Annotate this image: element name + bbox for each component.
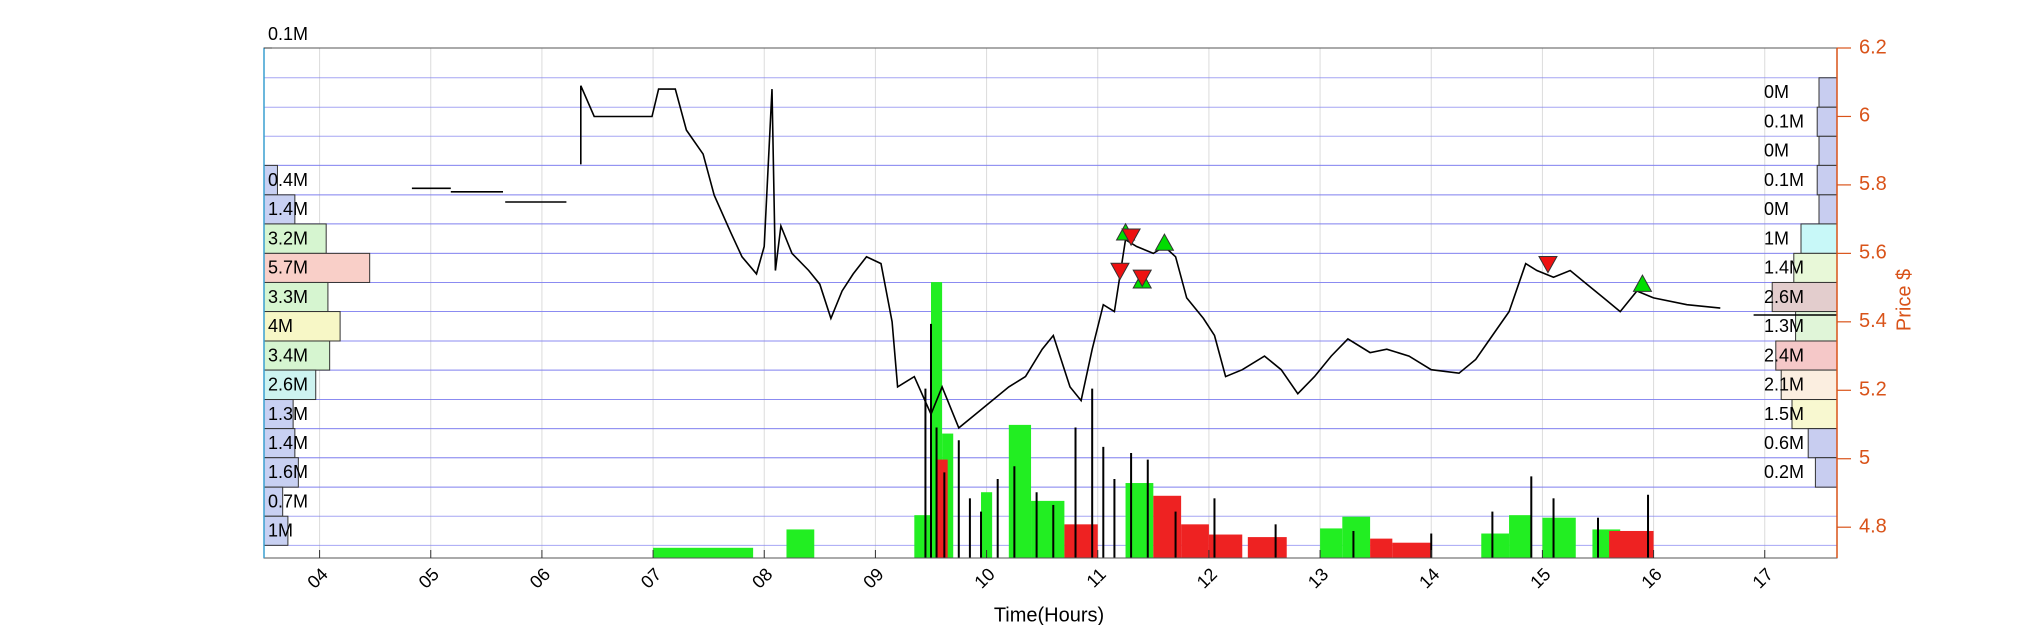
right-profile-bar — [1818, 77, 1838, 108]
sell-marker — [1132, 269, 1153, 288]
x-tick-label: 06 — [526, 564, 554, 592]
buy-marker — [1154, 233, 1175, 251]
left-profile-label: 3.3M — [268, 287, 308, 307]
right-profile-label: 2.1M — [1764, 375, 1804, 395]
x-tick-label: 04 — [303, 564, 331, 592]
left-profile-bar — [263, 457, 299, 488]
volume-bar — [930, 282, 943, 558]
left-profile-label: 0.4M — [268, 170, 308, 190]
left-profile-label: 1.6M — [268, 462, 308, 482]
buy-marker — [1632, 274, 1653, 292]
left-profile-label: 2.6M — [268, 375, 308, 395]
y-tick-label: 5.4 — [1859, 310, 1887, 332]
volume-bar — [1208, 534, 1243, 558]
right-profile-bar — [1807, 428, 1838, 459]
left-profile-label: 0.7M — [268, 491, 308, 511]
volume-bar — [981, 492, 993, 558]
volume-bar — [1320, 528, 1343, 558]
right-profile-label: 0.1M — [1764, 112, 1804, 132]
left-profile-bar — [263, 340, 331, 371]
right-profile-bar — [1818, 194, 1838, 225]
x-tick-label: 13 — [1304, 564, 1332, 592]
volume-bar — [1392, 542, 1432, 558]
right-profile-label: 0M — [1764, 141, 1789, 161]
x-tick-label: 16 — [1637, 564, 1665, 592]
left-profile-label: 1M — [268, 521, 293, 541]
y-tick-label: 6.2 — [1859, 36, 1887, 58]
y-tick-label: 5 — [1859, 447, 1870, 469]
y-tick-label: 6 — [1859, 105, 1870, 127]
volume-bar — [1609, 530, 1654, 558]
x-axis-label: Time(Hours) — [994, 604, 1104, 625]
volume-bar — [653, 547, 754, 558]
x-tick-label: 12 — [1193, 564, 1221, 592]
right-profile-bar — [1816, 106, 1838, 137]
left-profile-bar — [263, 399, 294, 430]
x-tick-label: 05 — [415, 564, 443, 592]
y-tick-label: 5.2 — [1859, 379, 1887, 401]
right-profile-label: 2.4M — [1764, 345, 1804, 365]
left-profile-label: 1.3M — [268, 404, 308, 424]
right-profile-label: 1.3M — [1764, 316, 1804, 336]
right-profile-bar — [1818, 135, 1838, 166]
plot-area — [264, 48, 1837, 558]
x-tick-label: 11 — [1083, 564, 1110, 591]
left-profile-label: 4M — [268, 316, 293, 336]
left-profile-label: 1.4M — [268, 433, 308, 453]
x-tick-label: 08 — [748, 564, 776, 592]
right-profile-label: 0.2M — [1764, 462, 1804, 482]
price-line — [411, 85, 1837, 430]
left-profile-label: 3.4M — [268, 345, 308, 365]
volume-bar — [936, 459, 948, 558]
volume-bar — [1181, 524, 1209, 558]
volume-bar — [1153, 495, 1182, 558]
y-tick-label: 5.8 — [1859, 173, 1887, 195]
x-tick-label: 14 — [1415, 564, 1443, 592]
left-profile-label: 3.2M — [268, 228, 308, 248]
volume-bar — [1342, 516, 1371, 558]
sell-marker — [1538, 255, 1558, 274]
x-tick-label: 10 — [970, 564, 998, 592]
right-profile-bar — [1775, 340, 1838, 371]
volume-tick-label: 0.1M — [268, 24, 308, 44]
volume-bar — [1542, 517, 1576, 558]
right-profile-bar — [1791, 399, 1838, 430]
right-profile-bar — [1814, 457, 1838, 488]
x-tick-label: 09 — [859, 564, 887, 592]
volume-bar — [786, 529, 815, 558]
volume-bar — [1008, 424, 1032, 558]
right-profile-label: 1.5M — [1764, 404, 1804, 424]
volume-bar — [1247, 537, 1287, 558]
y-tick-label: 5.6 — [1859, 242, 1887, 264]
left-profile-bar — [263, 252, 371, 283]
right-profile-label: 0.6M — [1764, 433, 1804, 453]
x-tick-label: 15 — [1526, 564, 1554, 592]
y-tick-label: 4.8 — [1859, 515, 1887, 537]
right-profile-bar — [1816, 164, 1838, 196]
volume-bar — [914, 515, 931, 558]
right-profile-label: 0.1M — [1764, 170, 1804, 190]
x-tick-label: 07 — [637, 564, 665, 592]
volume-bar — [1481, 533, 1510, 558]
volume-bar — [1370, 538, 1393, 558]
right-profile-label: 1M — [1764, 228, 1789, 248]
volume-bar — [1125, 483, 1154, 558]
right-profile-label: 0M — [1764, 199, 1789, 219]
right-profile-label: 1.4M — [1764, 258, 1804, 278]
y-axis-label: Price $ — [1893, 269, 1915, 331]
right-profile-label: 0M — [1764, 82, 1789, 102]
left-profile-bar — [263, 311, 341, 342]
volume-bar — [1509, 515, 1532, 558]
left-profile-label: 1.4M — [268, 199, 308, 219]
right-profile-bar — [1795, 311, 1838, 342]
left-profile-label: 5.7M — [268, 258, 308, 278]
sell-marker — [1121, 228, 1141, 247]
right-profile-label: 2.6M — [1764, 287, 1804, 307]
x-tick-label: 17 — [1749, 564, 1777, 592]
right-profile-bar — [1800, 223, 1838, 254]
sell-marker — [1110, 262, 1130, 281]
